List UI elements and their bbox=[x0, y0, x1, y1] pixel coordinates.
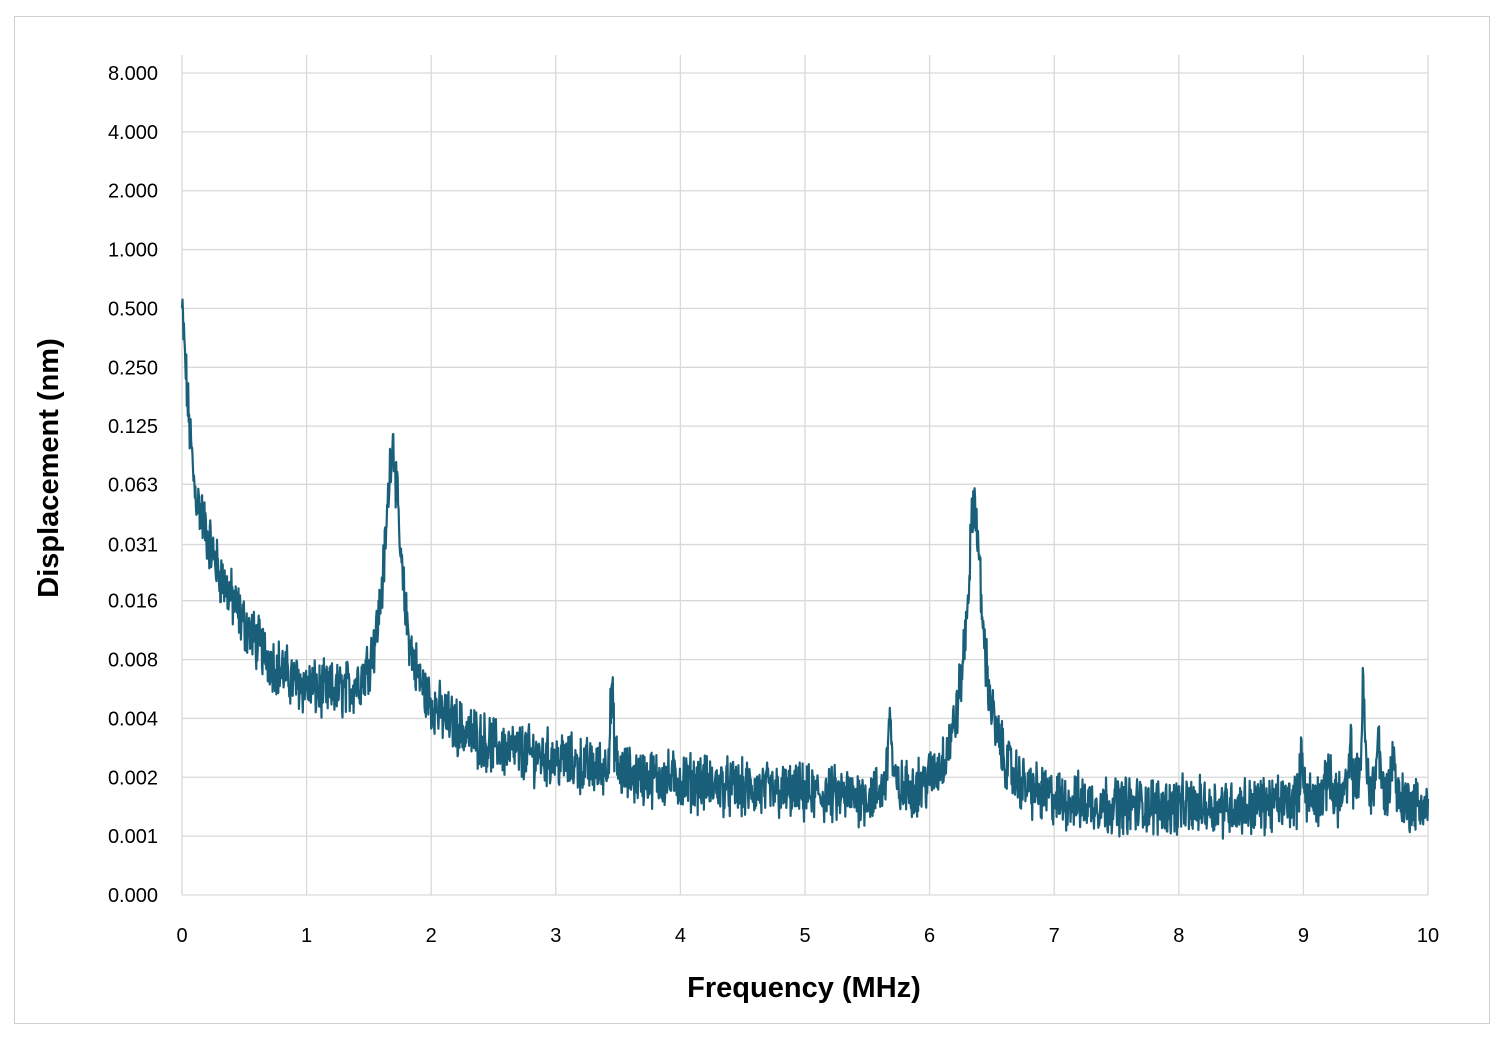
y-tick-label: 0.001 bbox=[108, 826, 158, 848]
y-tick-label: 2.000 bbox=[108, 181, 158, 203]
x-tick-label: 1 bbox=[301, 925, 312, 947]
y-tick-label: 0.002 bbox=[108, 767, 158, 789]
grid bbox=[181, 55, 1429, 896]
chart-frame bbox=[14, 16, 1490, 1024]
x-tick-label: 6 bbox=[924, 925, 935, 947]
x-tick-label: 8 bbox=[1173, 925, 1184, 947]
x-tick-label: 10 bbox=[1417, 925, 1439, 947]
y-tick-label: 8.000 bbox=[108, 63, 158, 85]
x-tick-label: 2 bbox=[426, 925, 437, 947]
x-tick-label: 0 bbox=[176, 925, 187, 947]
displacement-series-line bbox=[180, 298, 1430, 840]
y-tick-label: 0.250 bbox=[108, 357, 158, 379]
y-axis-title: Displacement (nm) bbox=[33, 338, 65, 597]
y-tick-label: 0.063 bbox=[108, 474, 158, 496]
x-tick-label: 9 bbox=[1298, 925, 1309, 947]
y-tick-label: 0.004 bbox=[108, 708, 158, 730]
y-tick-label: 0.008 bbox=[108, 650, 158, 672]
x-tick-label: 7 bbox=[1049, 925, 1060, 947]
y-tick-label: 0.016 bbox=[108, 591, 158, 613]
x-tick-label: 5 bbox=[799, 925, 810, 947]
y-axis-ticks: 0.000 0.001 0.002 0.004 0.008 0.016 0.031 0.063… bbox=[108, 63, 158, 907]
y-tick-label: 0.500 bbox=[108, 298, 158, 320]
y-tick-label: 0.125 bbox=[108, 416, 158, 438]
x-axis-title: Frequency (MHz) bbox=[687, 972, 921, 1004]
y-tick-label: 4.000 bbox=[108, 122, 158, 144]
y-tick-label: 0.000 bbox=[108, 885, 158, 907]
y-tick-label: 0.031 bbox=[108, 535, 158, 557]
x-tick-label: 4 bbox=[675, 925, 686, 947]
x-axis-ticks: 0 1 2 3 4 5 6 7 8 9 10 bbox=[176, 925, 1439, 947]
y-tick-label: 1.000 bbox=[108, 240, 158, 262]
x-tick-label: 3 bbox=[550, 925, 561, 947]
